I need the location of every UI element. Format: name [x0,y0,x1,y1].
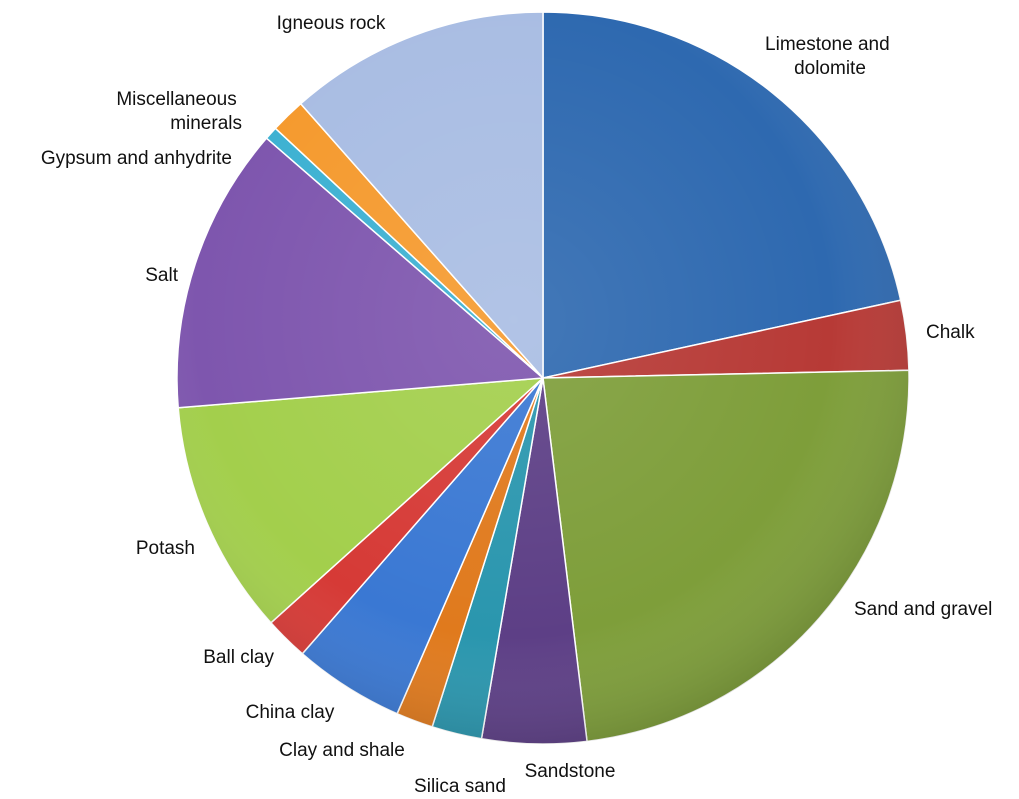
label-limestone-and-dolomite: Limestone and dolomite [765,34,895,79]
label-china-clay: China clay [246,702,335,723]
label-silica-sand: Silica sand [414,776,506,797]
slice-sand-and-gravel [542,369,910,743]
label-limestone-line-2: dolomite [794,58,866,79]
label-gypsum-and-anhydrite: Gypsum and anhydrite [41,148,232,169]
pie-labels: Limestone and dolomite Chalk Sand and gr… [41,13,993,797]
label-sand-and-gravel: Sand and gravel [854,599,992,620]
label-salt: Salt [145,265,178,286]
label-chalk: Chalk [926,322,975,343]
pie-slices [176,11,910,745]
label-igneous-rock: Igneous rock [277,13,386,34]
label-potash: Potash [136,538,195,559]
label-misc-line-2: minerals [170,113,242,134]
label-clay-and-shale: Clay and shale [279,740,405,761]
label-misc-line-1: Miscellaneous [116,89,236,110]
label-miscellaneous-minerals: Miscellaneous minerals [116,89,242,134]
label-ball-clay: Ball clay [203,647,274,668]
label-sandstone: Sandstone [525,761,616,782]
label-limestone-line-1: Limestone and [765,34,890,55]
